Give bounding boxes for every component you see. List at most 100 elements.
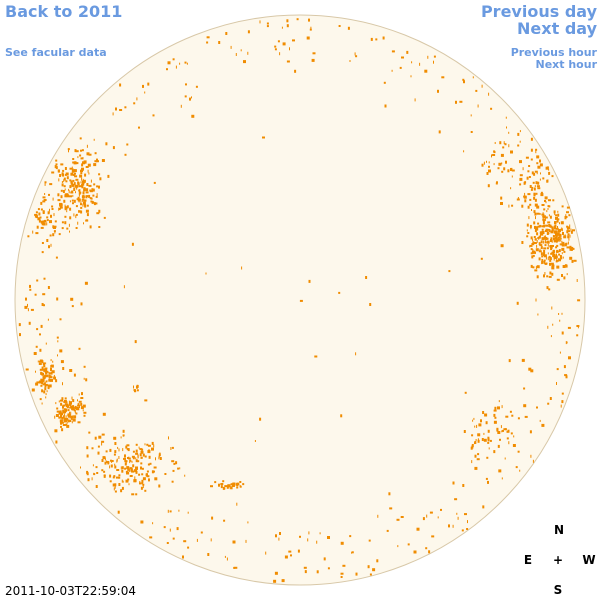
facular-point	[97, 451, 100, 455]
facular-point	[40, 378, 43, 382]
facular-point	[38, 363, 42, 365]
facular-point	[529, 185, 532, 188]
facular-point	[126, 471, 130, 475]
facular-point	[558, 253, 561, 256]
facular-point	[536, 406, 538, 409]
facular-point	[205, 272, 207, 275]
facular-point	[41, 251, 44, 254]
facular-point	[148, 455, 151, 459]
facular-point	[153, 181, 156, 184]
facular-point	[531, 243, 534, 245]
facular-point	[138, 446, 140, 449]
facular-point	[327, 567, 330, 570]
facular-point	[558, 258, 561, 262]
facular-point	[59, 349, 63, 353]
facular-point	[113, 487, 115, 491]
facular-point	[71, 183, 75, 187]
facular-point	[62, 410, 64, 414]
facular-point	[539, 163, 543, 167]
previous-day-link[interactable]: Previous day	[481, 2, 598, 21]
facular-point	[340, 414, 343, 418]
facular-point	[72, 158, 75, 160]
facular-point	[523, 181, 526, 185]
facular-point	[546, 210, 548, 213]
facular-point	[562, 265, 566, 268]
facular-point	[131, 455, 135, 458]
facular-point	[90, 179, 92, 183]
facular-point	[493, 409, 497, 412]
facular-point	[440, 508, 442, 511]
facular-point	[107, 461, 110, 465]
facular-point	[521, 358, 525, 362]
previous-hour-link[interactable]: Previous hour	[511, 46, 598, 59]
facular-point	[69, 230, 70, 233]
facular-point	[483, 432, 485, 435]
facular-point	[65, 419, 68, 423]
facular-point	[485, 477, 488, 480]
facular-point	[19, 333, 21, 337]
facular-point	[65, 423, 68, 426]
facular-point	[136, 97, 138, 101]
facular-point	[93, 202, 96, 206]
facular-point	[66, 227, 69, 230]
facular-point	[220, 483, 224, 485]
facular-point	[44, 370, 48, 373]
facular-link[interactable]: See facular data	[5, 46, 107, 59]
facular-point	[175, 461, 178, 465]
facular-point	[88, 172, 90, 175]
back-link[interactable]: Back to 2011	[5, 2, 122, 21]
facular-point	[487, 480, 489, 484]
facular-point	[499, 438, 501, 441]
facular-point	[533, 192, 536, 196]
facular-point	[126, 448, 129, 451]
facular-point	[126, 471, 128, 475]
facular-point	[95, 485, 98, 488]
facular-point	[540, 246, 543, 250]
facular-point	[544, 241, 547, 244]
facular-point	[534, 203, 538, 207]
facular-point	[123, 285, 125, 289]
facular-point	[533, 221, 536, 225]
facular-point	[159, 457, 162, 460]
facular-point	[39, 348, 42, 352]
facular-point	[422, 517, 425, 521]
facular-point	[41, 303, 44, 306]
facular-point	[113, 453, 116, 456]
facular-point	[567, 326, 571, 329]
facular-point	[50, 364, 54, 368]
facular-point	[88, 431, 91, 434]
facular-point	[290, 554, 292, 557]
facular-point	[51, 205, 54, 208]
facular-point	[112, 476, 115, 479]
facular-point	[50, 368, 52, 371]
facular-point	[389, 507, 393, 510]
facular-point	[37, 217, 41, 221]
facular-point	[140, 466, 142, 470]
facular-point	[152, 522, 154, 525]
facular-point	[235, 53, 237, 56]
facular-point	[551, 240, 553, 243]
facular-point	[33, 352, 37, 355]
facular-point	[121, 479, 123, 483]
facular-point	[538, 257, 541, 261]
facular-point	[536, 185, 540, 188]
facular-point	[549, 225, 553, 228]
facular-point	[136, 468, 138, 470]
facular-point	[71, 396, 73, 400]
facular-point	[177, 467, 180, 470]
facular-point	[431, 535, 435, 538]
facular-point	[494, 406, 497, 410]
facular-point	[566, 273, 568, 276]
facular-point	[83, 414, 86, 417]
facular-point	[241, 266, 243, 270]
facular-point	[168, 436, 169, 440]
facular-point	[553, 210, 556, 214]
next-hour-link[interactable]: Next hour	[536, 58, 598, 71]
facular-point	[297, 549, 300, 553]
facular-point	[537, 187, 541, 190]
facular-point	[543, 259, 546, 262]
facular-point	[152, 114, 155, 117]
facular-point	[554, 221, 556, 225]
facular-point	[69, 411, 70, 415]
next-day-link[interactable]: Next day	[517, 19, 598, 38]
